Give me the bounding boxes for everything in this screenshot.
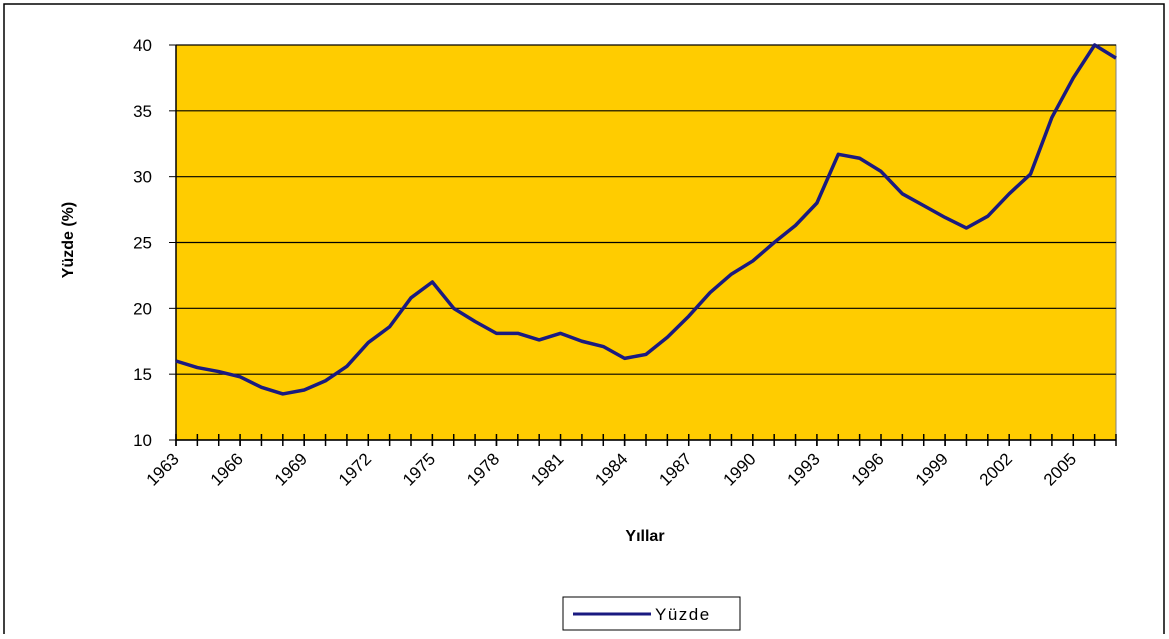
y-tick-label: 40 (133, 36, 152, 55)
legend-label: Yüzde (655, 605, 711, 624)
y-tick-label: 10 (133, 431, 152, 450)
y-tick-label: 15 (133, 365, 152, 384)
y-axis-label: Yüzde (%) (60, 202, 77, 278)
data-line (175, 43, 1117, 396)
y-tick-label: 35 (133, 102, 152, 121)
y-tick-label: 30 (133, 168, 152, 187)
x-axis-label: Yıllar (625, 528, 664, 545)
y-tick-label: 25 (133, 234, 152, 253)
y-tick-label: 20 (133, 299, 152, 318)
